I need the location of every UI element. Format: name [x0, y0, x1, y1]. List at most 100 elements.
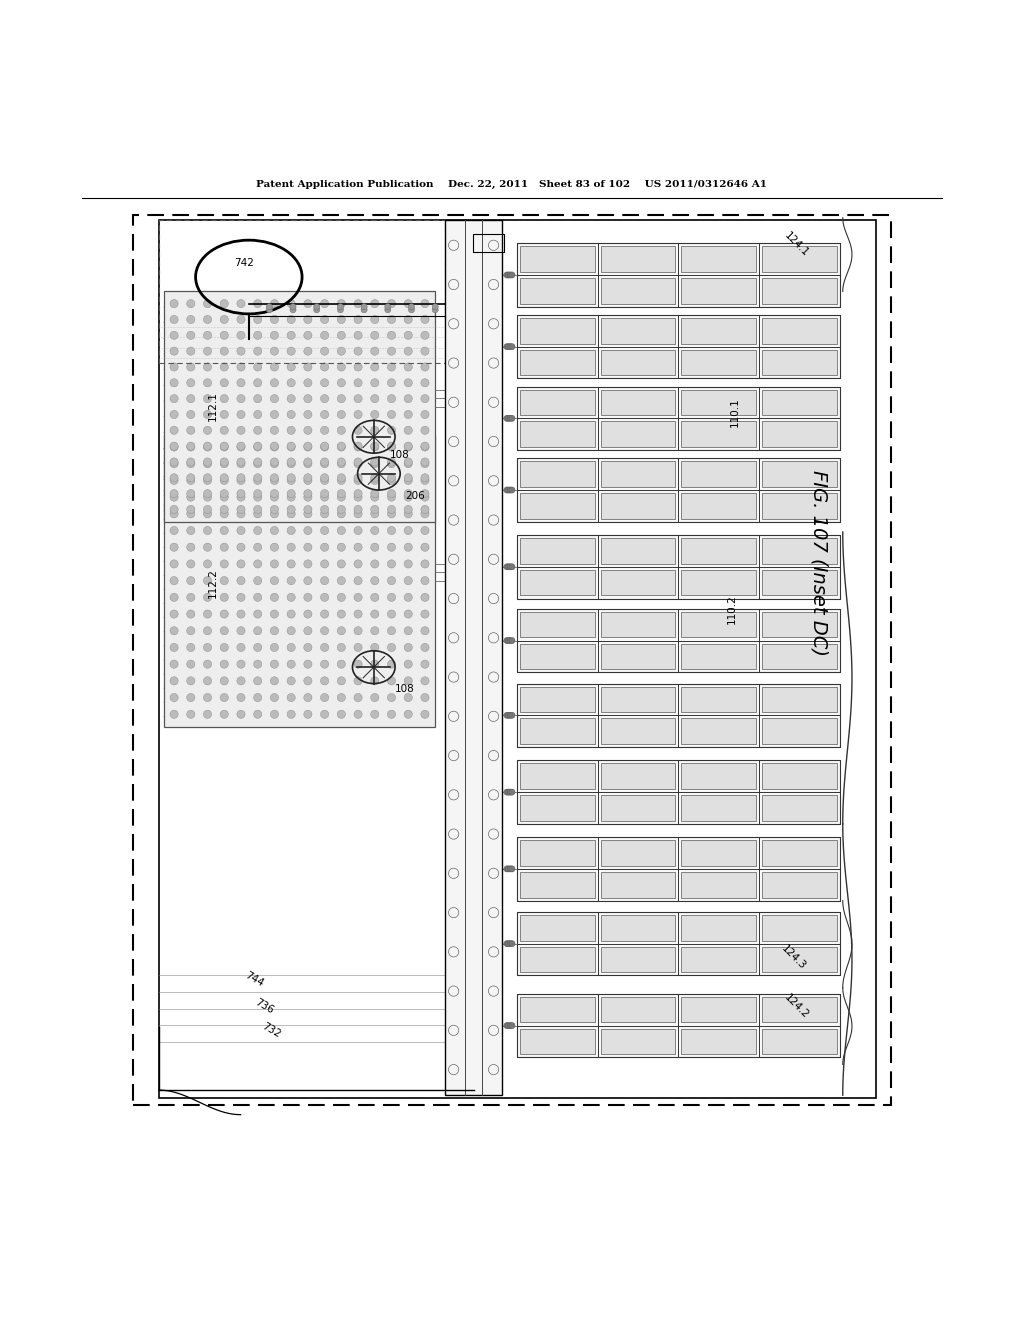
Polygon shape [520, 462, 595, 487]
Circle shape [254, 593, 262, 602]
Circle shape [421, 474, 429, 482]
Circle shape [220, 458, 228, 466]
Circle shape [304, 477, 312, 484]
Polygon shape [682, 462, 756, 487]
Polygon shape [682, 841, 756, 866]
Circle shape [270, 490, 279, 498]
Text: FIG. 107 (Inset DC): FIG. 107 (Inset DC) [810, 470, 828, 656]
Circle shape [321, 459, 329, 467]
Circle shape [337, 693, 345, 702]
Circle shape [237, 527, 245, 535]
Circle shape [321, 426, 329, 434]
Circle shape [186, 560, 195, 568]
Polygon shape [601, 644, 676, 669]
Circle shape [220, 710, 228, 718]
Circle shape [270, 610, 279, 618]
Text: 742: 742 [233, 257, 254, 268]
Polygon shape [682, 915, 756, 941]
Circle shape [404, 347, 413, 355]
Circle shape [387, 560, 395, 568]
Circle shape [504, 941, 510, 946]
Polygon shape [682, 612, 756, 638]
Polygon shape [601, 718, 676, 744]
Polygon shape [520, 795, 595, 821]
Circle shape [321, 660, 329, 668]
Polygon shape [682, 718, 756, 744]
Circle shape [421, 300, 429, 308]
Circle shape [204, 527, 212, 535]
Circle shape [354, 331, 362, 339]
Circle shape [186, 577, 195, 585]
Polygon shape [601, 873, 676, 898]
Circle shape [509, 789, 515, 795]
Circle shape [304, 458, 312, 466]
Circle shape [421, 331, 429, 339]
Circle shape [170, 442, 178, 450]
Circle shape [170, 477, 178, 484]
Circle shape [220, 459, 228, 467]
Circle shape [304, 627, 312, 635]
Polygon shape [762, 718, 837, 744]
Circle shape [254, 610, 262, 618]
Circle shape [287, 677, 295, 685]
Polygon shape [762, 318, 837, 343]
Circle shape [170, 426, 178, 434]
Circle shape [387, 577, 395, 585]
Circle shape [507, 638, 513, 644]
Circle shape [371, 300, 379, 308]
Circle shape [404, 315, 413, 323]
Circle shape [170, 474, 178, 482]
Polygon shape [517, 994, 840, 1057]
Polygon shape [682, 539, 756, 564]
Circle shape [371, 395, 379, 403]
Circle shape [254, 627, 262, 635]
Polygon shape [520, 763, 595, 789]
Circle shape [421, 543, 429, 552]
Circle shape [321, 506, 329, 513]
Circle shape [254, 347, 262, 355]
Circle shape [404, 543, 413, 552]
Circle shape [186, 627, 195, 635]
Circle shape [404, 379, 413, 387]
Circle shape [387, 331, 395, 339]
Circle shape [270, 710, 279, 718]
Circle shape [186, 426, 195, 434]
Circle shape [404, 710, 413, 718]
Circle shape [404, 627, 413, 635]
Circle shape [404, 560, 413, 568]
Circle shape [371, 426, 379, 434]
Circle shape [237, 494, 245, 502]
Circle shape [321, 643, 329, 652]
Polygon shape [762, 421, 837, 447]
Circle shape [304, 593, 312, 602]
Circle shape [204, 459, 212, 467]
Circle shape [204, 379, 212, 387]
Circle shape [313, 304, 319, 310]
Circle shape [237, 610, 245, 618]
Circle shape [287, 543, 295, 552]
Circle shape [304, 543, 312, 552]
Circle shape [321, 593, 329, 602]
Circle shape [304, 363, 312, 371]
Circle shape [321, 510, 329, 517]
Circle shape [506, 638, 512, 644]
Circle shape [337, 300, 345, 308]
Circle shape [304, 379, 312, 387]
Circle shape [337, 477, 345, 484]
Circle shape [354, 459, 362, 467]
Circle shape [321, 477, 329, 484]
Circle shape [337, 363, 345, 371]
Circle shape [170, 300, 178, 308]
Circle shape [290, 304, 296, 310]
Circle shape [220, 490, 228, 498]
Circle shape [354, 577, 362, 585]
Circle shape [337, 442, 345, 450]
Polygon shape [682, 873, 756, 898]
Circle shape [220, 560, 228, 568]
Circle shape [506, 789, 512, 795]
Circle shape [421, 490, 429, 498]
Circle shape [304, 527, 312, 535]
Circle shape [354, 527, 362, 535]
Polygon shape [762, 644, 837, 669]
Circle shape [204, 411, 212, 418]
